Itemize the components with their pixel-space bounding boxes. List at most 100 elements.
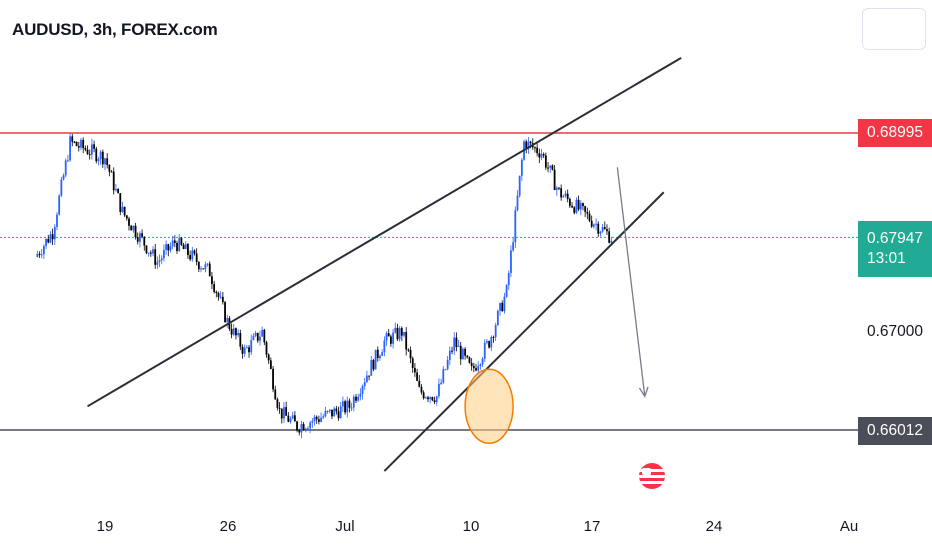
candle <box>479 363 482 370</box>
candle-body <box>403 331 405 336</box>
candle <box>374 349 377 370</box>
candle <box>400 326 403 342</box>
candle <box>433 396 436 405</box>
candle-body <box>372 359 375 370</box>
candle <box>372 358 375 372</box>
candle-body <box>160 258 163 261</box>
candle <box>505 284 508 298</box>
candle <box>586 207 589 220</box>
current-price-value: 0.67947 <box>867 230 924 247</box>
candle <box>370 356 373 376</box>
candle <box>95 146 98 164</box>
candle-body <box>540 153 543 158</box>
candle <box>269 357 272 370</box>
candle-body <box>269 360 272 369</box>
channel-trendline <box>87 56 682 408</box>
candle-body <box>178 237 181 252</box>
candle-body <box>575 199 578 213</box>
candle <box>407 348 410 352</box>
candle-body <box>115 189 117 191</box>
candle <box>516 190 519 212</box>
candle-body <box>496 310 499 326</box>
candle-body <box>431 397 434 401</box>
candle <box>350 402 353 412</box>
candle <box>422 390 425 400</box>
candle-body <box>101 151 104 165</box>
candle-body <box>200 268 202 270</box>
candle <box>158 254 161 268</box>
candle-body <box>317 419 320 422</box>
candle <box>280 408 283 424</box>
candle-body <box>422 392 425 399</box>
candle-body <box>542 153 545 156</box>
candle-body <box>555 187 558 191</box>
candle-body <box>549 165 552 168</box>
candle <box>477 361 480 375</box>
candle-body <box>529 141 532 144</box>
candle-body <box>551 165 554 170</box>
candle-body <box>390 336 392 344</box>
candle <box>309 420 312 434</box>
candle <box>544 152 547 171</box>
candle-body <box>108 164 111 172</box>
candle-body <box>285 407 288 416</box>
candle-body <box>40 254 43 256</box>
candle-body <box>300 424 303 433</box>
candle <box>442 366 445 385</box>
candle-body <box>490 336 493 348</box>
candle <box>154 243 157 269</box>
candle <box>610 236 613 244</box>
candle <box>339 401 342 419</box>
candle <box>414 362 416 377</box>
candle <box>169 242 172 253</box>
candle <box>132 225 135 233</box>
candle-body <box>370 359 373 376</box>
candle-body <box>468 357 471 363</box>
support-price-label: 0.66012 <box>858 417 932 445</box>
us-flag-icon[interactable] <box>639 463 665 489</box>
candle <box>184 240 187 250</box>
candle <box>405 326 408 356</box>
candle <box>601 224 604 233</box>
candle <box>326 410 329 414</box>
candle-body <box>571 205 573 208</box>
candle-body <box>187 244 189 255</box>
candle-body <box>438 384 440 397</box>
candle <box>597 221 600 237</box>
candle <box>366 370 368 383</box>
candle-body <box>49 234 52 243</box>
candle <box>230 323 233 339</box>
candle-body <box>481 358 484 365</box>
candle <box>171 235 174 250</box>
candle <box>106 153 109 169</box>
candle <box>243 344 246 357</box>
candle-body <box>494 325 497 338</box>
candle <box>483 339 486 362</box>
candle <box>204 261 207 273</box>
candle-body <box>304 428 307 431</box>
candle <box>431 396 434 402</box>
candle <box>121 201 124 213</box>
candle <box>256 332 259 343</box>
candle-body <box>75 141 78 147</box>
candle-body <box>38 253 41 255</box>
candle <box>252 333 255 341</box>
candle-body <box>374 349 377 370</box>
candle-body <box>298 430 301 433</box>
candle <box>115 183 117 192</box>
candle <box>58 194 61 216</box>
candle-body <box>42 245 45 255</box>
candle <box>472 362 475 373</box>
candle-body <box>64 160 67 176</box>
candle-body <box>69 136 71 161</box>
candle-body <box>479 364 482 367</box>
candle <box>579 200 582 216</box>
candle <box>267 353 270 364</box>
candle <box>376 346 379 362</box>
candle-body <box>361 386 364 394</box>
candle-body <box>331 409 333 417</box>
candle-body <box>466 355 469 358</box>
candle <box>427 395 429 403</box>
settings-icon[interactable] <box>862 8 926 50</box>
